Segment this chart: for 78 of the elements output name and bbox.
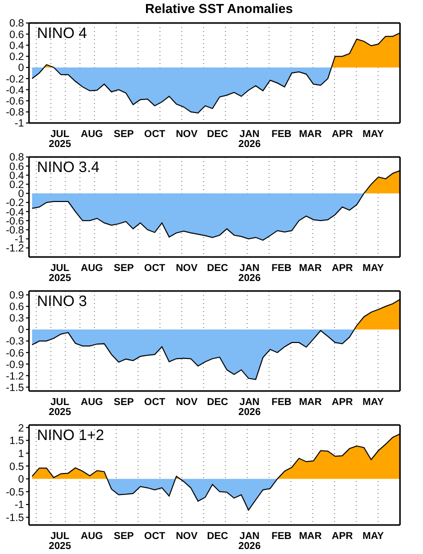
y-tick-label: 0.6: [9, 28, 24, 41]
x-tick-label: MAR: [298, 531, 323, 542]
y-tick-label: -1.5: [6, 512, 24, 524]
annotation: NINO 3: [37, 293, 88, 310]
y-tick-label: -1: [14, 118, 24, 130]
x-tick-label: DEC: [207, 129, 228, 140]
x-tick-label: SEP: [114, 397, 134, 408]
x-tick-label: MAY: [362, 129, 384, 140]
y-tick-label: 0.5: [9, 460, 24, 473]
x-tick-label: OCT: [144, 263, 166, 274]
x-tick-label: NOV: [176, 397, 198, 408]
annotation: NINO 1+2: [37, 427, 104, 444]
y-tick-label: 0.8: [9, 18, 24, 30]
y-tick-label: -0.6: [6, 347, 24, 360]
y-tick-label: -0.3: [6, 336, 24, 348]
x-tick-label: NOV: [176, 129, 198, 140]
x-tick-label: OCT: [144, 397, 166, 408]
y-tick-label: -1.2: [6, 370, 24, 382]
y-tick-label: 1.5: [9, 435, 24, 448]
x-tick-label: DEC: [207, 263, 228, 274]
x-tick-label: FEB: [271, 397, 292, 408]
x-tick-label: MAY: [362, 531, 384, 542]
y-tick-label: 0.2: [9, 51, 24, 64]
y-tick-label: -0.8: [6, 106, 24, 119]
y-tick-label: -1.5: [6, 382, 24, 394]
y-tick-label: 0: [18, 324, 24, 336]
x-tick-label: JUL 2025: [48, 397, 72, 418]
x-tick-label: JAN 2026: [238, 129, 262, 150]
y-tick-label: 0: [18, 62, 24, 74]
x-tick-label: APR: [332, 129, 354, 140]
y-tick-label: 0.3: [9, 312, 24, 325]
x-tick-label: JAN 2026: [238, 531, 262, 552]
x-tick-label: JAN 2026: [238, 263, 262, 284]
x-tick-label: NOV: [176, 263, 198, 274]
x-tick-label: SEP: [114, 263, 134, 274]
chart-title: Relative SST Anomalies: [144, 0, 294, 18]
x-tick-label: AUG: [80, 263, 104, 274]
y-tick-label: 0.6: [9, 301, 24, 314]
y-tick-label: 0.4: [9, 40, 24, 52]
x-tick-label: SEP: [114, 129, 134, 140]
x-tick-label: DEC: [207, 397, 228, 408]
y-tick-label: -0.5: [6, 486, 24, 498]
x-tick-label: AUG: [80, 129, 104, 140]
x-tick-label: NOV: [176, 531, 198, 542]
y-tick-label: 0.2: [9, 179, 24, 191]
x-tick-label: JUL 2025: [48, 129, 72, 150]
y-tick-label: 0: [18, 474, 24, 486]
y-tick-label: -0.2: [6, 73, 24, 86]
x-tick-label: MAY: [362, 263, 384, 274]
x-tick-label: MAR: [298, 129, 323, 140]
x-tick-label: AUG: [80, 531, 104, 542]
x-tick-label: APR: [332, 531, 354, 542]
x-tick-label: JAN 2026: [238, 397, 262, 418]
x-tick-label: MAR: [298, 263, 323, 274]
x-tick-label: FEB: [271, 531, 292, 542]
y-tick-label: -0.9: [6, 358, 24, 371]
x-tick-label: FEB: [271, 129, 292, 140]
x-tick-label: OCT: [144, 531, 166, 542]
x-tick-label: APR: [332, 263, 354, 274]
x-tick-label: OCT: [144, 129, 166, 140]
annotation: NINO 4: [37, 25, 88, 42]
x-tick-label: JUL 2025: [48, 263, 72, 284]
y-tick-label: 0.9: [9, 290, 24, 302]
x-tick-label: DEC: [207, 531, 228, 542]
y-tick-label: 2: [18, 422, 24, 434]
y-tick-label: -1.2: [6, 242, 24, 255]
x-tick-label: SEP: [114, 531, 134, 542]
x-tick-label: MAR: [298, 397, 323, 408]
x-tick-label: JUL 2025: [48, 531, 72, 552]
x-tick-label: MAY: [362, 397, 384, 408]
annotation: NINO 3.4: [37, 159, 100, 176]
y-tick-label: -1: [14, 499, 24, 512]
x-tick-label: FEB: [271, 263, 292, 274]
y-tick-label: 1: [18, 448, 24, 460]
x-tick-label: AUG: [80, 397, 104, 408]
y-tick-label: -0.4: [6, 84, 24, 96]
y-tick-label: -0.6: [6, 96, 24, 108]
x-tick-label: APR: [332, 397, 354, 408]
